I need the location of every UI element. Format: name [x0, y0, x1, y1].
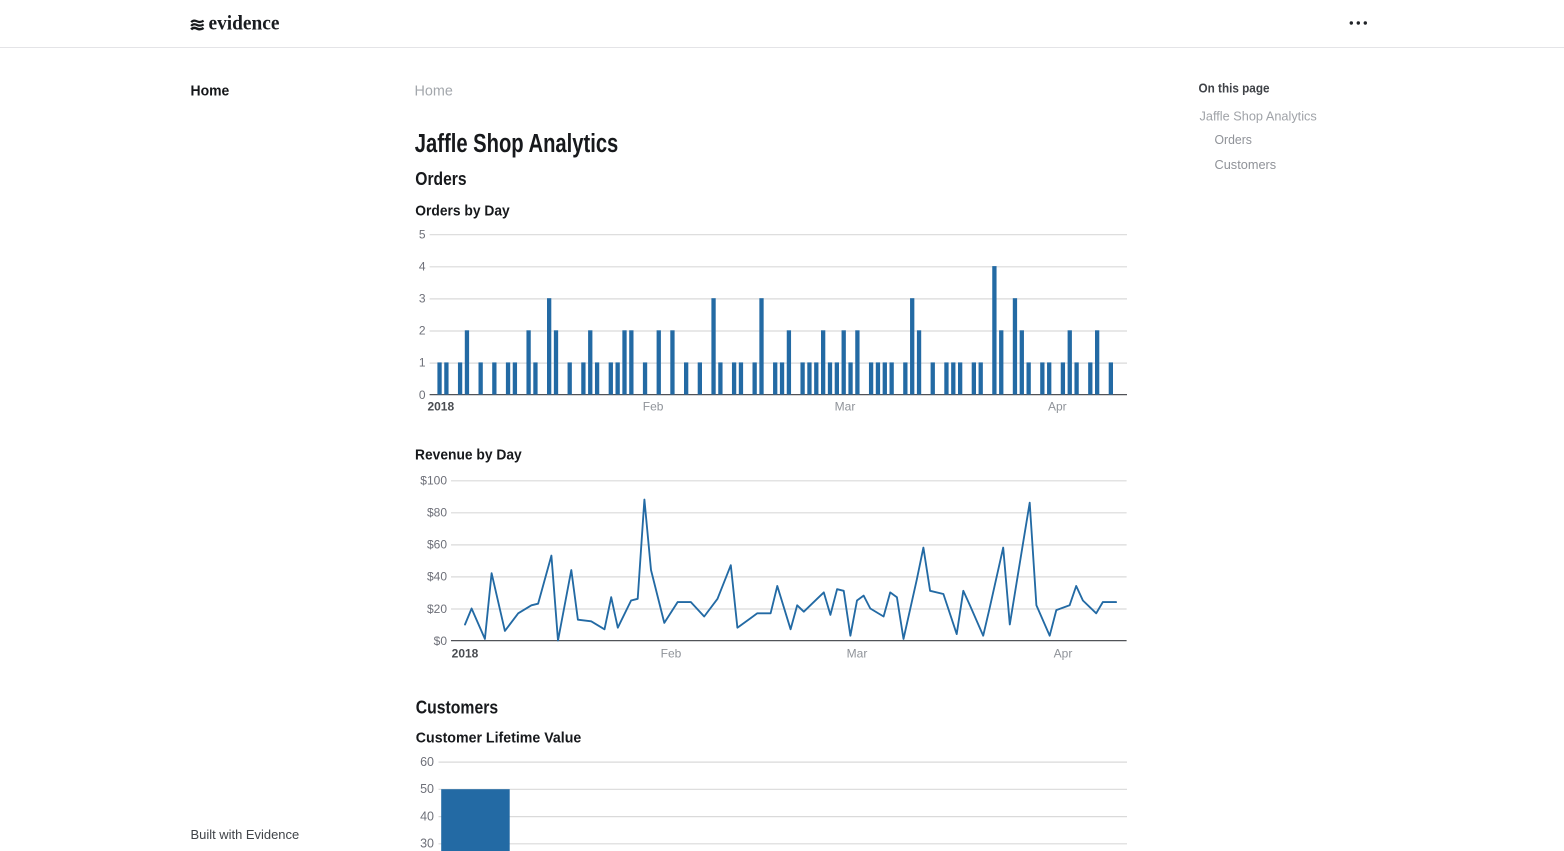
svg-text:Built with Evidence: Built with Evidence — [191, 828, 300, 842]
svg-text:2018: 2018 — [427, 399, 454, 413]
svg-text:$60: $60 — [427, 538, 447, 552]
svg-text:Jaffle Shop Analytics: Jaffle Shop Analytics — [415, 130, 619, 158]
svg-text:2: 2 — [419, 324, 426, 338]
svg-text:Apr: Apr — [1048, 399, 1067, 413]
svg-text:Mar: Mar — [847, 647, 868, 661]
svg-text:3: 3 — [419, 292, 426, 306]
svg-text:Revenue by Day: Revenue by Day — [415, 447, 522, 464]
svg-text:$0: $0 — [434, 634, 448, 648]
svg-text:Apr: Apr — [1054, 647, 1073, 661]
svg-text:2018: 2018 — [452, 647, 479, 661]
svg-text:$40: $40 — [427, 570, 447, 584]
svg-text:4: 4 — [419, 259, 426, 273]
svg-text:Customers: Customers — [416, 696, 498, 717]
svg-text:$80: $80 — [427, 506, 447, 520]
svg-text:On this page: On this page — [1199, 81, 1270, 95]
svg-text:30: 30 — [420, 837, 434, 851]
svg-text:$20: $20 — [427, 602, 447, 616]
svg-text:Orders: Orders — [415, 168, 466, 189]
svg-text:Orders: Orders — [1215, 132, 1253, 147]
svg-text:evidence: evidence — [209, 11, 280, 35]
svg-text:Orders by Day: Orders by Day — [415, 202, 510, 219]
svg-text:Feb: Feb — [643, 399, 664, 413]
svg-text:Home: Home — [191, 82, 230, 99]
svg-text:60: 60 — [420, 755, 434, 769]
svg-text:Feb: Feb — [661, 647, 682, 661]
svg-text:Home: Home — [415, 83, 453, 100]
svg-text:40: 40 — [420, 810, 434, 824]
svg-text:50: 50 — [420, 782, 434, 796]
svg-text:Customer Lifetime Value: Customer Lifetime Value — [416, 730, 582, 747]
svg-text:$100: $100 — [420, 474, 447, 488]
svg-text:Jaffle Shop Analytics: Jaffle Shop Analytics — [1200, 108, 1318, 123]
svg-text:Mar: Mar — [835, 399, 856, 413]
svg-text:Customers: Customers — [1215, 157, 1277, 172]
svg-text:0: 0 — [419, 388, 426, 402]
svg-text:5: 5 — [419, 227, 426, 241]
svg-text:1: 1 — [419, 356, 426, 370]
